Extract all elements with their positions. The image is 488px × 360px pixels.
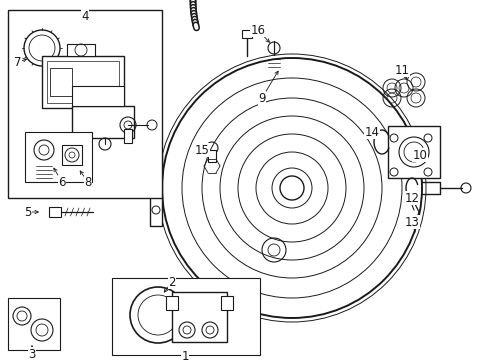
- Bar: [165, 296, 178, 310]
- Text: 7: 7: [14, 55, 21, 68]
- Bar: [25, 132, 92, 182]
- Bar: [8, 10, 162, 198]
- Text: 16: 16: [250, 23, 265, 36]
- Text: 2: 2: [168, 275, 175, 288]
- Bar: [242, 30, 251, 38]
- Text: 10: 10: [412, 149, 427, 162]
- Bar: [172, 292, 226, 342]
- Bar: [49, 207, 61, 217]
- Text: 8: 8: [84, 175, 92, 189]
- Text: 5: 5: [24, 206, 32, 219]
- Bar: [50, 68, 72, 96]
- Text: 14: 14: [364, 126, 379, 139]
- Text: 13: 13: [404, 216, 419, 229]
- Bar: [67, 44, 95, 56]
- Text: 9: 9: [258, 91, 265, 104]
- Bar: [124, 129, 132, 143]
- Text: 11: 11: [394, 63, 408, 77]
- Text: 6: 6: [58, 175, 65, 189]
- Bar: [42, 56, 124, 108]
- Bar: [221, 296, 232, 310]
- Bar: [72, 86, 124, 106]
- Text: 1: 1: [181, 351, 188, 360]
- Bar: [112, 278, 260, 355]
- Bar: [62, 145, 82, 165]
- Text: 4: 4: [81, 9, 88, 22]
- Bar: [387, 126, 439, 178]
- Bar: [207, 150, 216, 162]
- Bar: [47, 61, 119, 103]
- Text: 15: 15: [194, 144, 209, 157]
- Bar: [8, 298, 60, 350]
- Bar: [72, 106, 134, 138]
- Bar: [150, 150, 162, 226]
- Text: 12: 12: [404, 192, 419, 204]
- Text: 3: 3: [28, 347, 36, 360]
